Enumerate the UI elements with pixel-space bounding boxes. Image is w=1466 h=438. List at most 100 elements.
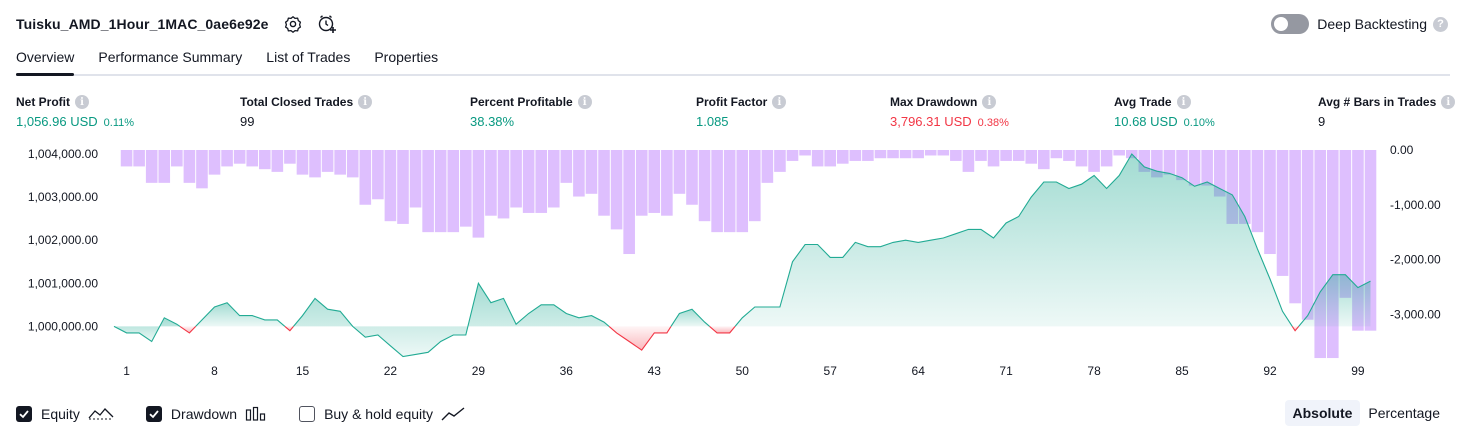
tab-list-of-trades[interactable]: List of Trades [266, 49, 351, 65]
drawdown-bar [1088, 150, 1100, 172]
legend-equity[interactable]: Equity [16, 406, 114, 422]
legend-drawdown[interactable]: Drawdown [145, 406, 267, 422]
drawdown-bar [686, 150, 698, 205]
drawdown-bar [271, 150, 284, 172]
drawdown-bar [409, 150, 422, 208]
equity-line-negative [608, 325, 672, 351]
metric-percent-profitable: Percent Profitable i 38.38% [470, 94, 592, 130]
equity-drawdown-chart[interactable]: 1,000,000.00 1,001,000.00 1,002,000.00 1,00… [0, 138, 1466, 390]
drawdown-bar [309, 150, 321, 178]
drawdown-bar [460, 150, 472, 227]
drawdown-bar [1000, 150, 1012, 161]
drawdown-bar [661, 150, 673, 216]
drawdown-bar [422, 150, 434, 233]
metric-value: 1,056.96 USD [16, 114, 98, 129]
x-axis-tick: 85 [1175, 364, 1189, 378]
info-icon[interactable]: i [577, 95, 592, 109]
metric-value: 38.38% [470, 114, 515, 129]
metric-avg-bars-in-trades: Avg # Bars in Trades i 9 [1318, 94, 1456, 130]
drawdown-bar [1163, 150, 1176, 175]
drawdown-bar [510, 150, 522, 208]
add-alert-icon[interactable] [317, 14, 337, 34]
question-mark-icon[interactable]: ? [1433, 16, 1448, 32]
right-axis-tick: -1,000.00 [1390, 198, 1441, 212]
equity-area-positive [1298, 274, 1371, 327]
drawdown-bar [1327, 150, 1339, 359]
equity-checkbox[interactable] [16, 406, 32, 422]
left-axis-tick: 1,004,000.00 [28, 147, 98, 161]
drawdown-bar [258, 150, 271, 170]
drawdown-bar [1025, 150, 1038, 164]
info-icon[interactable]: i [75, 95, 89, 109]
drawdown-bar [1301, 150, 1314, 320]
equity-line-negative [1291, 326, 1300, 332]
deep-backtesting-toggle[interactable] [1271, 14, 1310, 34]
drawdown-bar [145, 150, 158, 183]
percentage-button[interactable]: Percentage [1368, 405, 1440, 421]
x-axis-tick: 36 [560, 364, 574, 378]
drawdown-bar [208, 150, 221, 175]
drawdown-bar [887, 150, 899, 159]
drawdown-bar [384, 150, 397, 222]
metric-value: 3,796.31 USD [890, 114, 972, 129]
info-icon[interactable]: i [982, 95, 997, 109]
drawdown-bar [171, 150, 183, 167]
drawdown-bar [1314, 150, 1327, 359]
drawdown-bar [1364, 150, 1377, 331]
drawdown-bar [862, 150, 874, 161]
tab-overview[interactable]: Overview [16, 46, 75, 76]
x-axis-tick: 15 [296, 364, 310, 378]
buy-hold-line-icon [441, 406, 465, 422]
equity-area-positive [735, 154, 1293, 327]
equity-line-positive [293, 281, 610, 358]
info-icon[interactable]: i [358, 95, 373, 109]
drawdown-bar [397, 150, 409, 224]
drawdown-bar [711, 150, 723, 233]
metric-max-drawdown: Max Drawdown i 3,796.31 USD 0.38% [890, 94, 1009, 130]
drawdown-bar [1201, 150, 1213, 186]
left-axis: 1,000,000.00 1,001,000.00 1,002,000.00 1,00… [28, 147, 98, 333]
tab-bar: Overview Performance Summary List of Tra… [16, 46, 1450, 76]
drawdown-bar [1226, 150, 1239, 224]
equity-line-positive [113, 317, 181, 343]
drawdown-bar [975, 150, 987, 161]
drawdown-bar [233, 150, 246, 164]
drawdown-bar [359, 150, 372, 205]
metric-net-profit: Net Profit i 1,056.96 USD 0.11% [16, 94, 134, 130]
metric-value: 1.085 [696, 114, 729, 129]
chart-legend: Equity Drawdown Buy & hold equity [16, 402, 497, 426]
metric-value: 99 [240, 114, 255, 129]
drawdown-bar [1264, 150, 1276, 255]
x-axis-tick: 1 [123, 364, 130, 378]
drawdown-bar [648, 150, 661, 213]
drawdown-bar [799, 150, 811, 156]
tab-performance-summary[interactable]: Performance Summary [98, 49, 243, 65]
absolute-button[interactable]: Absolute [1284, 400, 1361, 426]
equity-line-negative [709, 325, 736, 334]
settings-icon[interactable] [283, 14, 303, 34]
legend-buy-hold[interactable]: Buy & hold equity [299, 406, 465, 422]
info-icon[interactable]: i [1176, 95, 1191, 109]
drawdown-bar [472, 150, 485, 238]
tab-properties[interactable]: Properties [374, 49, 439, 65]
drawdown-bar [434, 150, 447, 233]
info-icon[interactable]: i [1441, 95, 1456, 109]
right-axis: 0.00 -1,000.00 -2,000.00 -3,000.00 [1390, 143, 1441, 321]
info-icon[interactable]: i [772, 95, 787, 109]
drawdown-bar [786, 150, 799, 161]
drawdown-bar [1251, 150, 1264, 233]
drawdown-bar [560, 150, 573, 183]
drawdown-bar [1038, 150, 1050, 170]
drawdown-bar [346, 150, 359, 178]
drawdown-bar [585, 150, 598, 194]
drawdown-bar [1050, 150, 1063, 159]
drawdown-bar [924, 150, 937, 156]
drawdown-bar [698, 150, 711, 222]
x-axis-tick: 78 [1087, 364, 1101, 378]
strategy-title: Tuisku_AMD_1Hour_1MAC_0ae6e92e [16, 16, 269, 32]
buy-hold-checkbox[interactable] [299, 406, 316, 422]
drawdown-checkbox[interactable] [145, 406, 162, 422]
drawdown-bar [284, 150, 296, 164]
metric-value: 9 [1318, 114, 1326, 129]
drawdown-bar [598, 150, 610, 216]
